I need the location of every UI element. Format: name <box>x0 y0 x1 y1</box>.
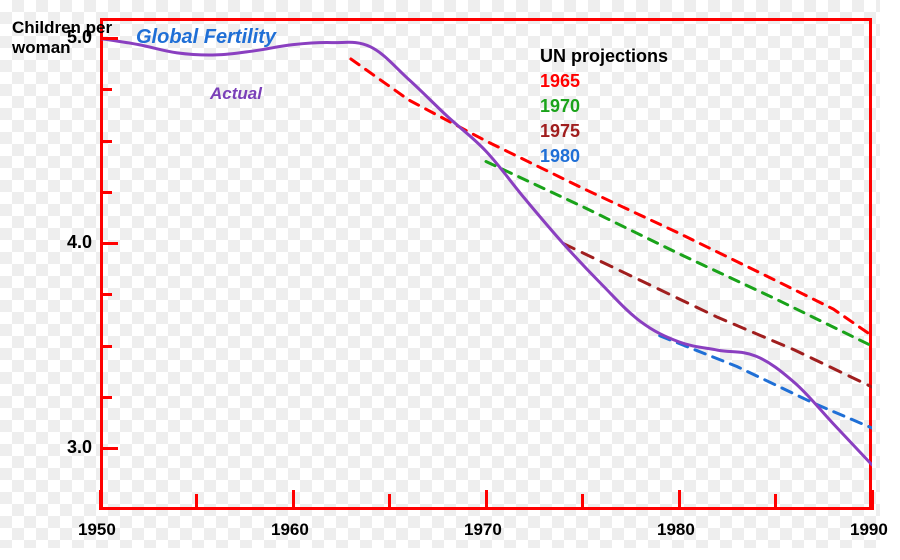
x-tick-minor <box>388 494 391 510</box>
y-tick-minor <box>100 396 112 399</box>
y-tick-minor <box>100 140 112 143</box>
series-proj-1975 <box>563 244 872 388</box>
series-actual <box>100 39 872 465</box>
x-tick-major <box>292 490 295 510</box>
x-tick-major <box>99 490 102 510</box>
y-tick-label: 3.0 <box>67 437 92 458</box>
y-tick-minor <box>100 191 112 194</box>
x-tick-minor <box>581 494 584 510</box>
x-tick-label: 1980 <box>657 520 695 540</box>
x-tick-label: 1950 <box>78 520 116 540</box>
fertility-chart: Children per woman Global Fertility Actu… <box>0 0 900 560</box>
x-tick-label: 1970 <box>464 520 502 540</box>
y-tick-minor <box>100 88 112 91</box>
y-tick-label: 4.0 <box>67 232 92 253</box>
y-tick-major <box>100 242 118 245</box>
y-tick-label: 5.0 <box>67 27 92 48</box>
series-proj-1980 <box>660 336 872 428</box>
y-tick-major <box>100 37 118 40</box>
y-tick-minor <box>100 345 112 348</box>
y-tick-minor <box>100 293 112 296</box>
x-tick-major <box>871 490 874 510</box>
x-tick-minor <box>195 494 198 510</box>
y-tick-major <box>100 447 118 450</box>
x-tick-major <box>678 490 681 510</box>
x-tick-label: 1990 <box>850 520 888 540</box>
plot-svg <box>0 0 900 560</box>
x-tick-label: 1960 <box>271 520 309 540</box>
series-proj-1970 <box>486 162 872 347</box>
x-tick-minor <box>774 494 777 510</box>
x-tick-major <box>485 490 488 510</box>
